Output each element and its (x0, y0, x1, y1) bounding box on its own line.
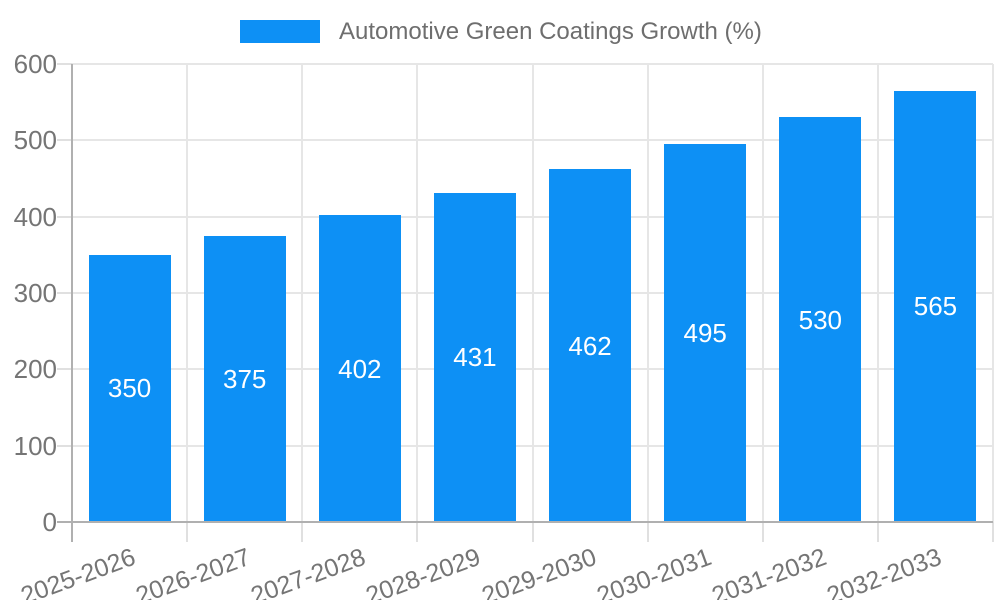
bar[interactable]: 402 (318, 215, 401, 522)
x-axis-label: 2027-2028 (247, 543, 370, 600)
x-gridline (876, 64, 879, 522)
x-gridline (531, 64, 534, 522)
x-axis-tick (186, 522, 189, 542)
x-axis-label: 2032-2033 (823, 543, 946, 600)
bar[interactable]: 375 (203, 235, 286, 522)
x-axis-label: 2030-2031 (592, 543, 715, 600)
bar-value-label: 402 (338, 353, 382, 384)
y-axis-tick (57, 368, 72, 371)
y-axis-tick (57, 444, 72, 447)
x-axis-label: 2028-2029 (362, 543, 485, 600)
y-axis-label: 0 (42, 507, 57, 537)
x-axis-tick (531, 522, 534, 542)
bar[interactable]: 350 (88, 254, 171, 522)
x-axis-tick (992, 522, 994, 542)
bar-value-label: 495 (683, 318, 727, 349)
y-axis-label: 400 (13, 201, 57, 232)
bar[interactable]: 495 (664, 144, 747, 522)
y-axis-label: 600 (13, 49, 57, 79)
y-axis-line (71, 64, 73, 542)
x-axis-label: 2029-2030 (477, 543, 600, 600)
chart-legend[interactable]: Automotive Green Coatings Growth (%) (240, 17, 762, 45)
y-axis-label: 200 (13, 354, 57, 385)
x-axis-tick (301, 522, 304, 542)
x-axis-tick (416, 522, 419, 542)
bar-value-label: 350 (107, 373, 152, 404)
x-axis-tick (876, 522, 879, 542)
y-axis-tick (57, 139, 72, 142)
legend-swatch (240, 20, 320, 43)
x-gridline (301, 64, 304, 522)
bar[interactable]: 530 (779, 117, 862, 522)
x-axis-label: 2025-2026 (17, 543, 140, 600)
x-gridline (992, 64, 994, 522)
legend-label: Automotive Green Coatings Growth (%) (339, 17, 762, 45)
y-axis-tick (57, 215, 72, 218)
x-gridline (646, 64, 649, 522)
x-gridline (761, 64, 764, 522)
x-axis-label: 2031-2032 (707, 543, 830, 600)
x-axis-label: 2026-2027 (132, 543, 255, 600)
y-axis-tick (57, 63, 72, 65)
y-axis-label: 100 (13, 430, 57, 461)
x-gridline (416, 64, 419, 522)
y-axis-tick (57, 292, 72, 294)
x-axis-tick (761, 522, 764, 542)
y-axis-label: 300 (13, 278, 57, 308)
bar[interactable]: 462 (549, 169, 632, 522)
bar[interactable]: 565 (894, 90, 977, 522)
y-axis-label: 500 (13, 125, 57, 156)
bar-value-label: 375 (222, 363, 267, 394)
bar-value-label: 530 (798, 304, 842, 335)
bar-value-label: 431 (453, 342, 497, 373)
bar-value-label: 462 (568, 330, 612, 361)
x-axis-line (57, 521, 993, 523)
x-axis-tick (646, 522, 649, 542)
x-gridline (186, 64, 189, 522)
bar[interactable]: 431 (433, 193, 516, 522)
bar-value-label: 565 (913, 291, 958, 322)
